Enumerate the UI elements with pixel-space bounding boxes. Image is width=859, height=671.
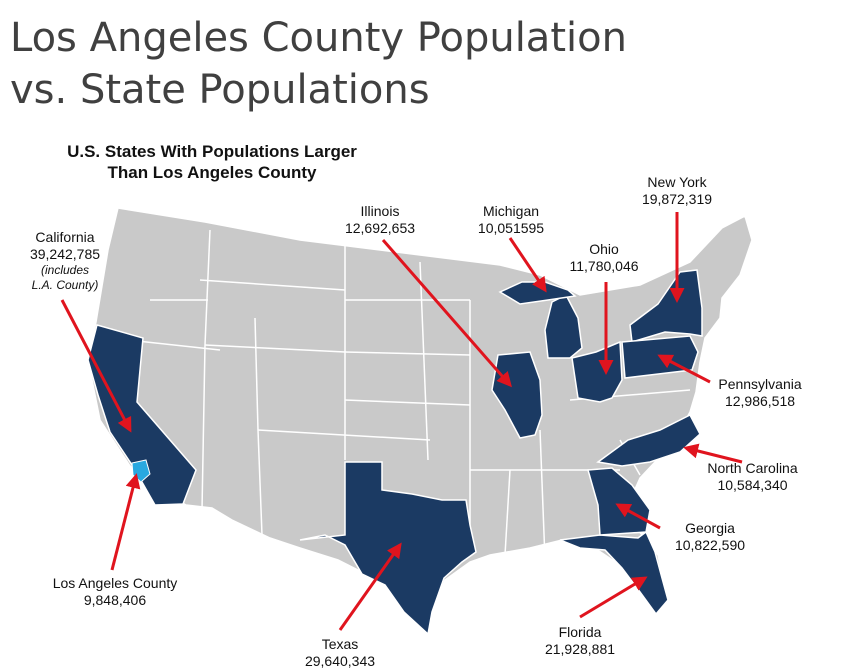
label-georgia-name: Georgia: [685, 520, 735, 536]
state-north-carolina: [596, 414, 701, 467]
label-texas-name: Texas: [321, 636, 359, 652]
arrow-michigan: [508, 237, 547, 293]
label-michigan-name: Michigan: [482, 203, 540, 219]
label-illinois-name: Illinois: [360, 203, 400, 219]
state-michigan-upper: [498, 281, 577, 305]
label-new-york-population: 19,872,319: [641, 191, 713, 207]
page-title-line1: Los Angeles County Population: [10, 15, 627, 61]
label-new-york: New York 19,872,319: [622, 174, 732, 208]
state-ohio: [571, 340, 623, 403]
arrows: [60, 212, 743, 631]
label-florida-name: Florida: [558, 624, 602, 640]
state-florida: [559, 530, 669, 616]
label-california-note2: L.A. County): [31, 278, 99, 292]
label-florida: Florida 21,928,881: [525, 624, 635, 658]
label-ohio: Ohio 11,780,046: [549, 241, 659, 275]
label-la-county-name: Los Angeles County: [52, 575, 178, 591]
arrow-illinois: [381, 239, 512, 388]
label-la-county-population: 9,848,406: [83, 592, 147, 608]
arrow-florida: [579, 576, 648, 619]
label-north-carolina-name: North Carolina: [707, 460, 798, 476]
map-subtitle: U.S. States With Populations Larger Than…: [22, 141, 402, 183]
label-pennsylvania-name: Pennsylvania: [718, 376, 802, 392]
label-california: California 39,242,785 (includes L.A. Cou…: [10, 229, 120, 293]
label-illinois-population: 12,692,653: [344, 220, 416, 236]
label-new-york-name: New York: [647, 174, 707, 190]
page-title-line2: vs. State Populations: [10, 67, 430, 113]
label-georgia: Georgia 10,822,590: [655, 520, 765, 554]
label-florida-population: 21,928,881: [544, 641, 616, 657]
label-michigan-population: 10,051595: [477, 220, 545, 236]
label-california-population: 39,242,785: [29, 246, 101, 262]
label-california-note1: (includes: [40, 263, 90, 277]
state-california: [87, 324, 197, 506]
label-los-angeles-county: Los Angeles County 9,848,406: [30, 575, 200, 609]
state-michigan-lower: [544, 293, 583, 359]
label-pennsylvania-population: 12,986,518: [724, 393, 796, 409]
label-north-carolina-population: 10,584,340: [717, 477, 788, 493]
label-ohio-name: Ohio: [589, 241, 619, 257]
label-north-carolina: North Carolina 10,584,340: [690, 460, 815, 494]
arrow-north-carolina: [683, 443, 743, 464]
arrow-pennsylvania: [657, 354, 711, 384]
label-pennsylvania: Pennsylvania 12,986,518: [700, 376, 820, 410]
arrow-california: [60, 299, 132, 433]
label-michigan: Michigan 10,051595: [456, 203, 566, 237]
label-ohio-population: 11,780,046: [569, 258, 639, 274]
label-california-name: California: [35, 229, 95, 245]
arrow-georgia: [615, 503, 661, 530]
label-illinois: Illinois 12,692,653: [325, 203, 435, 237]
label-texas: Texas 29,640,343: [285, 636, 395, 670]
arrow-los-angeles-county: [110, 473, 141, 571]
map-subtitle-line1: U.S. States With Populations Larger: [67, 142, 357, 161]
label-texas-population: 29,640,343: [304, 653, 376, 669]
label-georgia-population: 10,822,590: [674, 537, 746, 553]
page-title: Los Angeles County Population vs. State …: [10, 12, 627, 116]
map-subtitle-line2: Than Los Angeles County: [107, 163, 317, 182]
arrow-texas: [338, 542, 402, 631]
